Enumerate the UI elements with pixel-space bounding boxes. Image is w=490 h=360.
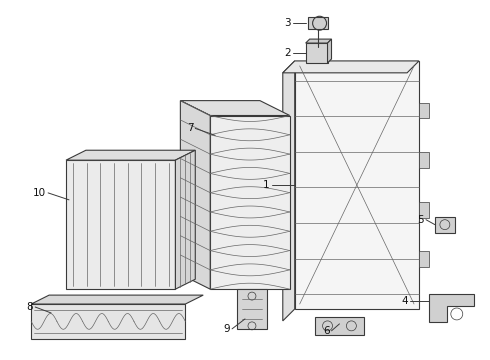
Text: 6: 6: [323, 326, 329, 336]
Text: 7: 7: [187, 123, 193, 134]
Polygon shape: [180, 100, 290, 116]
Polygon shape: [31, 295, 203, 304]
Bar: [308, 17, 327, 29]
Bar: [306, 43, 327, 63]
Text: 5: 5: [417, 215, 424, 225]
Bar: [294, 61, 419, 309]
Bar: [419, 152, 429, 168]
Bar: [419, 202, 429, 218]
Text: 8: 8: [26, 302, 33, 312]
Bar: [435, 217, 455, 233]
Polygon shape: [210, 116, 290, 289]
Polygon shape: [306, 39, 332, 43]
Polygon shape: [283, 61, 419, 73]
Text: 1: 1: [263, 180, 270, 190]
Bar: [419, 103, 429, 118]
Polygon shape: [31, 304, 185, 339]
Text: 9: 9: [223, 324, 230, 334]
Polygon shape: [66, 150, 196, 160]
Text: 2: 2: [284, 48, 291, 58]
Text: 4: 4: [401, 296, 408, 306]
Polygon shape: [66, 160, 175, 289]
Polygon shape: [283, 61, 294, 321]
Bar: [315, 317, 365, 335]
Polygon shape: [429, 294, 474, 322]
Text: 3: 3: [284, 18, 291, 28]
Polygon shape: [175, 150, 196, 289]
Text: 10: 10: [33, 188, 46, 198]
Bar: [237, 289, 267, 329]
Polygon shape: [180, 100, 210, 289]
Polygon shape: [327, 39, 332, 63]
Bar: [419, 251, 429, 267]
